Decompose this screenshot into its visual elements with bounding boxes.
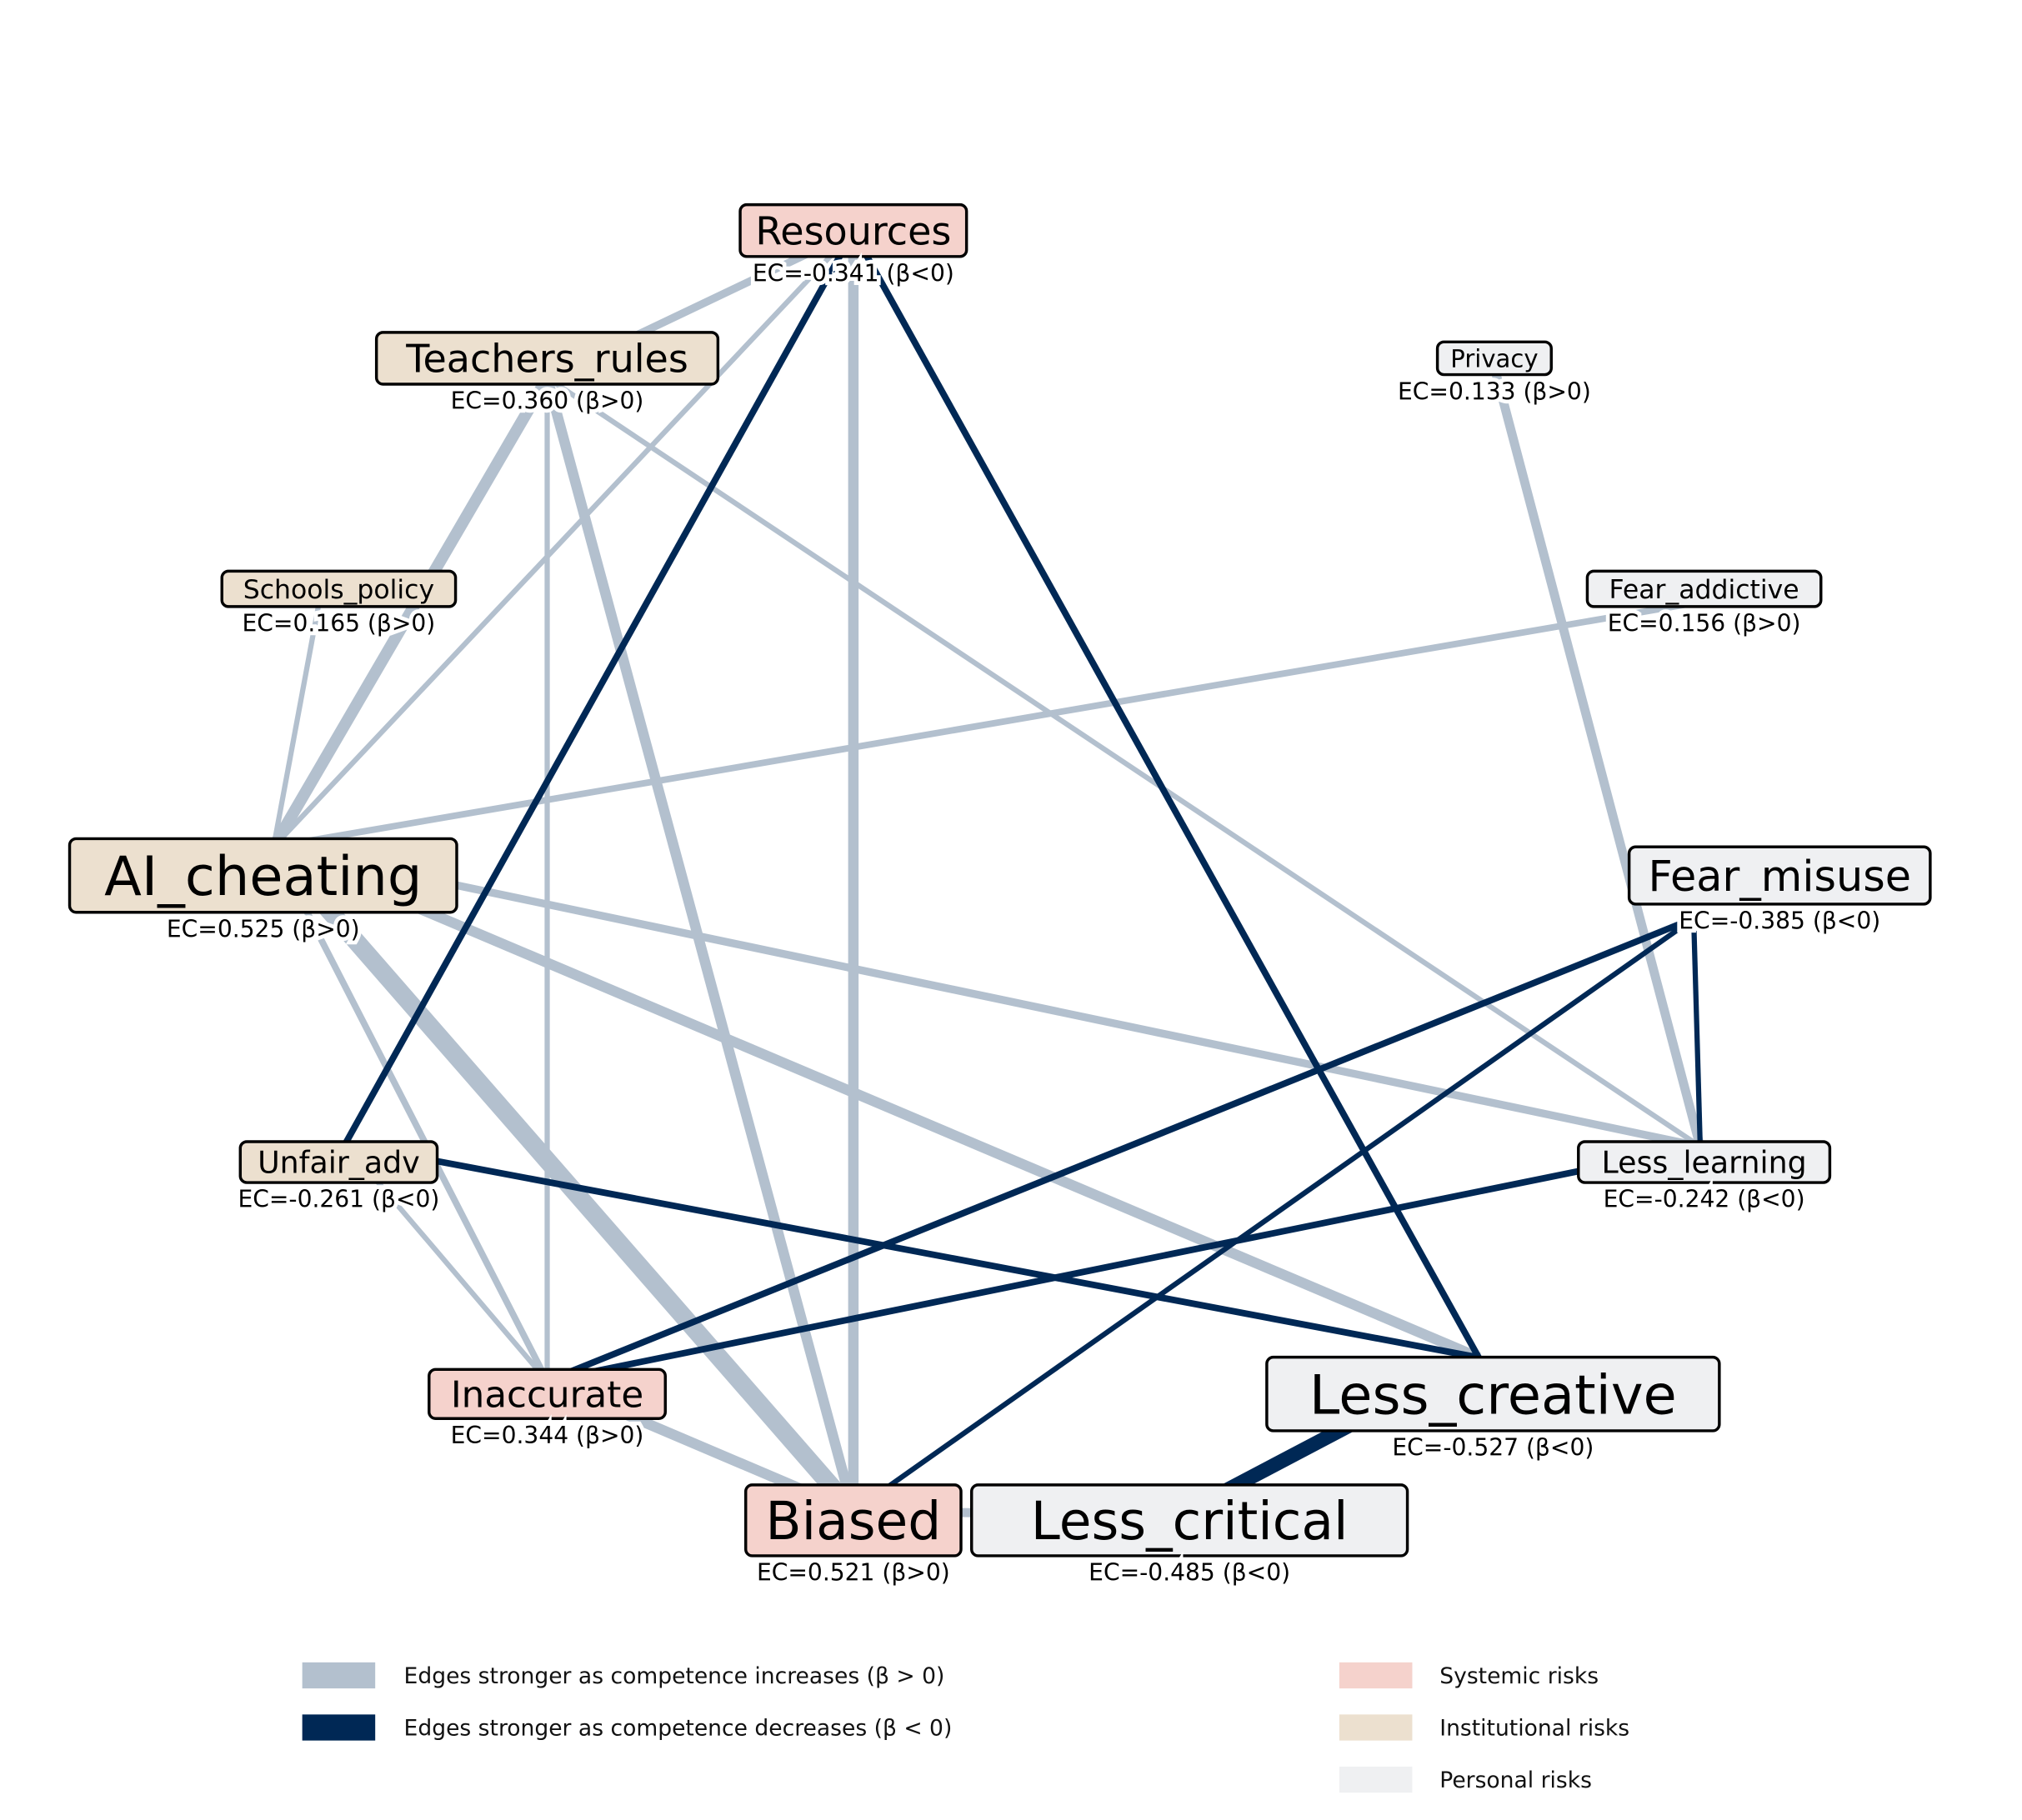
node-label-ai-cheating: AI_cheating	[104, 845, 422, 908]
node-box-resources	[738, 202, 968, 258]
edge-fear-misuse-inaccurate	[546, 915, 1695, 1384]
ec-label-halo-privacy: EC=0.133 (β>0)	[1398, 378, 1591, 405]
legend-label-edge-positive: Edges stronger as competence increases (…	[404, 1663, 945, 1689]
legend-swatch-personal	[1339, 1766, 1413, 1793]
edge-privacy-less-learning	[1489, 366, 1705, 1148]
edge-ai-cheating-less-creative	[271, 842, 1481, 1362]
edge-teachers-rules-less-learning	[545, 375, 1702, 1149]
ec-label-resources: EC=-0.341 (β<0)	[753, 259, 954, 287]
node-label-schools-policy: Schools_policy	[243, 575, 434, 605]
node-label-biased: Biased	[765, 1491, 941, 1552]
node-box-privacy	[1435, 340, 1553, 377]
node-box-less-creative	[1265, 1355, 1721, 1432]
ec-label-less-critical: EC=-0.485 (β<0)	[1089, 1559, 1290, 1587]
ec-label-halo-less-learning: EC=-0.242 (β<0)	[1604, 1186, 1805, 1213]
ec-label-biased: EC=0.521 (β>0)	[757, 1559, 950, 1587]
legend-swatch-institutional	[1339, 1714, 1413, 1741]
node-box-schools-policy	[220, 569, 458, 608]
legend-label-personal: Personal risks	[1439, 1768, 1592, 1793]
ec-label-schools-policy: EC=0.165 (β>0)	[243, 610, 436, 638]
edge-fear-misuse-biased	[852, 916, 1695, 1514]
ec-label-halo-inaccurate: EC=0.344 (β>0)	[451, 1422, 644, 1449]
ec-label-ai-cheating: EC=0.525 (β>0)	[167, 915, 360, 942]
node-box-biased	[744, 1483, 963, 1558]
node-box-inaccurate	[428, 1368, 667, 1420]
node-label-teachers-rules: Teachers_rules	[405, 336, 688, 381]
edge-ai-cheating-inaccurate	[270, 845, 550, 1382]
edge-resources-less-creative	[850, 230, 1482, 1359]
edge-ai-cheating-schools-policy	[271, 601, 323, 848]
ec-label-halo-fear-addictive: EC=0.156 (β>0)	[1608, 610, 1801, 638]
node-label-less-learning: Less_learning	[1602, 1145, 1807, 1181]
legend-swatch-systemic	[1339, 1662, 1413, 1689]
edges-layer	[267, 228, 1705, 1522]
edge-unfair-adv-less-creative	[344, 1140, 1479, 1361]
legend: Edges stronger as competence increases (…	[302, 1662, 1629, 1793]
edge-teachers-rules-biased	[542, 376, 858, 1513]
node-label-privacy: Privacy	[1450, 344, 1538, 372]
legend-label-edge-negative: Edges stronger as competence decreases (…	[404, 1715, 953, 1741]
edge-ai-cheating-teachers-rules	[268, 374, 553, 850]
ec-label-fear-misuse: EC=-0.385 (β<0)	[1679, 908, 1880, 935]
legend-label-institutional: Institutional risks	[1439, 1715, 1629, 1741]
ec-label-halo-biased: EC=0.521 (β>0)	[757, 1559, 950, 1587]
node-box-teachers-rules	[374, 331, 720, 386]
node-label-less-creative: Less_creative	[1309, 1363, 1677, 1427]
node-label-fear-misuse: Fear_misuse	[1648, 852, 1911, 901]
ec-label-halo-resources: EC=-0.341 (β<0)	[753, 259, 954, 287]
node-box-ai-cheating	[68, 837, 458, 914]
node-label-less-critical: Less_critical	[1031, 1491, 1349, 1552]
ec-label-teachers-rules: EC=0.360 (β>0)	[451, 388, 644, 415]
edge-ai-cheating-biased	[267, 840, 861, 1518]
ec-label-halo-unfair-adv: EC=-0.261 (β<0)	[238, 1186, 439, 1213]
edge-fear-misuse-less-learning	[1690, 918, 1704, 1147]
ec-label-unfair-adv: EC=-0.261 (β<0)	[238, 1186, 439, 1213]
ec-label-halo-teachers-rules: EC=0.360 (β>0)	[451, 388, 644, 415]
legend-label-systemic: Systemic risks	[1439, 1663, 1599, 1689]
ec-label-halo-fear-misuse: EC=-0.385 (β<0)	[1679, 908, 1880, 935]
ec-label-less-learning: EC=-0.242 (β<0)	[1604, 1186, 1805, 1213]
node-box-less-learning	[1577, 1140, 1832, 1184]
edge-resources-unfair-adv	[342, 230, 857, 1146]
node-label-inaccurate: Inaccurate	[451, 1374, 643, 1416]
edge-ai-cheating-fear-addictive	[273, 599, 1694, 851]
node-box-unfair-adv	[238, 1140, 439, 1184]
node-box-fear-addictive	[1585, 569, 1823, 608]
ec-label-halo-less-creative: EC=-0.527 (β<0)	[1392, 1434, 1594, 1462]
edge-less-learning-inaccurate	[546, 1142, 1701, 1384]
node-label-fear-addictive: Fear_addictive	[1609, 575, 1799, 605]
ec-label-fear-addictive: EC=0.156 (β>0)	[1608, 610, 1801, 638]
node-label-resources: Resources	[755, 208, 951, 253]
node-box-fear-misuse	[1627, 845, 1932, 906]
ec-label-privacy: EC=0.133 (β>0)	[1398, 378, 1591, 405]
ec-label-halo-less-critical: EC=-0.485 (β<0)	[1089, 1559, 1290, 1587]
node-box-less-critical	[970, 1483, 1409, 1558]
legend-swatch-edge-positive	[302, 1662, 376, 1689]
ec-label-halo-schools-policy: EC=0.165 (β>0)	[243, 610, 436, 638]
ec-label-halo-ai-cheating: EC=0.525 (β>0)	[167, 915, 360, 942]
ec-label-inaccurate: EC=0.344 (β>0)	[451, 1422, 644, 1449]
legend-swatch-edge-negative	[302, 1714, 376, 1741]
edge-ai-cheating-less-learning	[273, 842, 1701, 1151]
edge-ai-cheating-resources	[271, 230, 856, 849]
ec-label-less-creative: EC=-0.527 (β<0)	[1392, 1434, 1594, 1462]
node-label-unfair-adv: Unfair_adv	[258, 1145, 420, 1181]
